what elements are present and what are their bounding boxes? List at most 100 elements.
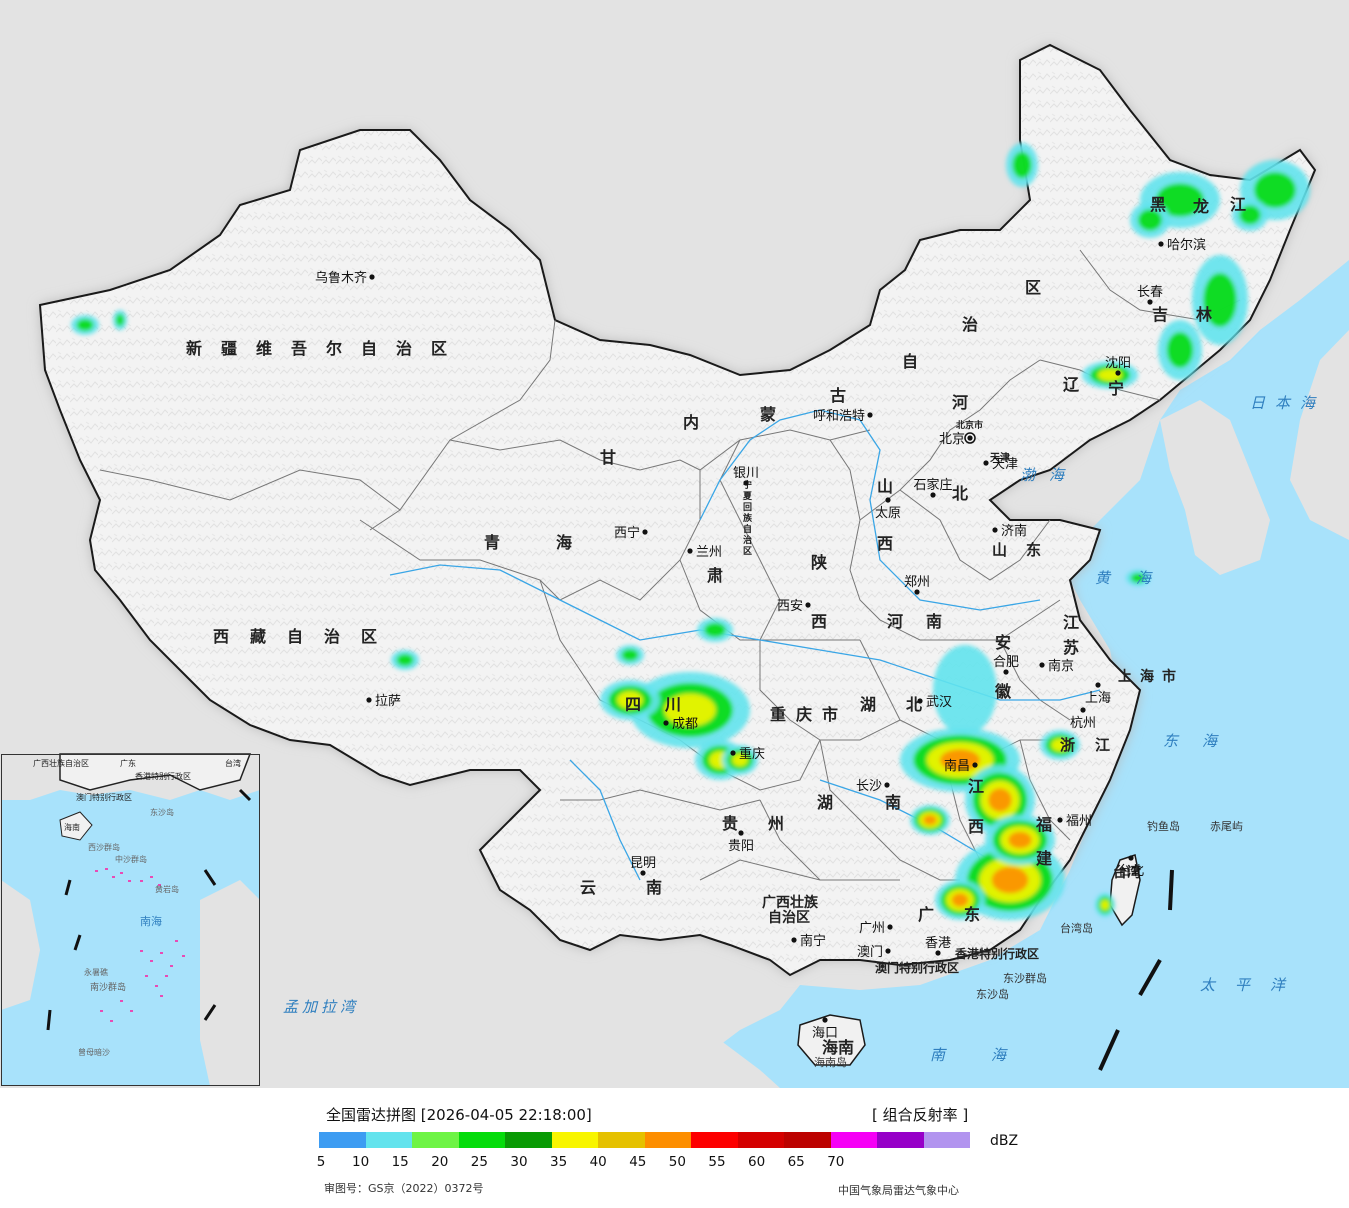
city-label-beijing: 北京: [939, 432, 965, 447]
island-label-chiwei: 赤尾屿: [1210, 820, 1243, 833]
inset-island: [110, 1020, 113, 1022]
city-dot-yinchuan: [743, 480, 749, 486]
province-label-anhui-2: 徽: [994, 682, 1012, 701]
city-dot-macau: [885, 948, 891, 954]
inset-island: [112, 876, 115, 878]
sea-label-pacific: 太平洋: [1200, 976, 1305, 994]
legend-tick-label: 25: [470, 1154, 488, 1170]
inset-island: [175, 940, 178, 942]
province-label-shaanxi-2: 西: [811, 612, 827, 631]
inset-label-yongshu: 永暑礁: [84, 967, 108, 977]
city-label-yinchuan: 银川: [733, 466, 759, 481]
inset-label-macau: 澳门特别行政区: [76, 792, 132, 802]
province-label-liaoning-2: 宁: [1108, 379, 1124, 398]
radar-echo-xinjiang-west: [76, 319, 94, 331]
inset-island: [170, 965, 173, 967]
legend-tick-label: 55: [708, 1154, 726, 1170]
radar-echo-layer: [71, 143, 1310, 920]
province-label-heilongjiang-3: 江: [1230, 195, 1246, 214]
city-label-haikou: 海口: [812, 1026, 838, 1041]
province-label-anhui-1: 安: [995, 633, 1011, 652]
radar-echo-yellow-sea: [1130, 573, 1146, 583]
city-label-nanning: 南宁: [800, 933, 826, 949]
inset-island: [130, 1010, 133, 1012]
province-label-guangxi-1: 广西壮族: [762, 894, 819, 911]
radar-echo-xinjiang-west: [115, 314, 125, 326]
city-dot-kunming: [640, 870, 646, 876]
sea-label-japan-sea: 日本海: [1250, 394, 1325, 412]
inset-boundary-dash: [64, 879, 72, 896]
province-label-hongkong: 香港特别行政区: [954, 946, 1039, 961]
inset-island: [160, 952, 163, 954]
radar-echo-heilongjiang-west: [1012, 151, 1032, 179]
province-label-shanghai: 上海市: [1118, 668, 1184, 685]
city-dot-zhengzhou: [914, 589, 920, 595]
city-label-taipei: 台北: [1118, 864, 1144, 879]
city-dot-changchun: [1147, 299, 1153, 305]
province-label-neimenggu-4: 自: [902, 352, 918, 371]
city-label-shanghai: 上海: [1085, 691, 1111, 706]
sea-label-bohai: 渤海: [1020, 466, 1078, 484]
province-label-fujian-1: 福: [1035, 815, 1052, 834]
inset-island: [165, 975, 168, 977]
city-label-shijiazhuang: 石家庄: [913, 477, 952, 493]
city-dot-lanzhou: [687, 548, 693, 554]
island-label-hainan-island: 海南岛: [814, 1055, 847, 1069]
inset-island: [155, 985, 158, 987]
inset-island: [120, 872, 123, 874]
province-label-jiangxi-1: 江: [968, 777, 984, 796]
radar-echo-xizang-east: [396, 654, 414, 666]
color-swatch: [877, 1132, 924, 1148]
radar-echo-heilongjiang-central: [1138, 209, 1162, 231]
city-label-changchun: 长春: [1137, 285, 1163, 300]
radar-echo-gansu-south: [621, 649, 639, 661]
inset-label-hongkong: 香港特别行政区: [135, 771, 191, 781]
sea-label-yellow-sea: 黄海: [1095, 569, 1177, 587]
island-label-dongsha-qundao: 东沙群岛: [1003, 971, 1047, 985]
city-dot-nanjing: [1039, 662, 1045, 668]
color-swatch: [458, 1132, 505, 1148]
sea-label-east-china-sea: 东海: [1163, 732, 1241, 750]
radar-echo-fujian-guangdong: [951, 893, 969, 907]
province-label-hainan: 海南: [822, 1038, 854, 1057]
inset-island: [150, 960, 153, 962]
inset-label-nansha: 南沙群岛: [90, 981, 126, 993]
color-swatch: [412, 1132, 459, 1148]
inset-label-guangdong: 广东: [120, 758, 136, 768]
legend-tick-label: 50: [668, 1154, 686, 1170]
city-label-harbin: 哈尔滨: [1167, 237, 1206, 253]
city-label-macau: 澳门: [857, 944, 883, 960]
city-label-nanchang: 南昌: [944, 758, 970, 774]
radar-echo-fujian-guangdong: [1008, 831, 1032, 849]
city-label-taiyuan: 太原: [875, 506, 901, 521]
island-label-taiwan-island: 台湾岛: [1060, 921, 1093, 935]
city-dot-taiyuan: [885, 497, 891, 503]
inset-label-nanhai: 南海: [140, 914, 162, 928]
province-label-heilongjiang-1: 黑: [1150, 195, 1166, 214]
province-label-ningxia: 回: [743, 502, 752, 513]
province-label-hebei-2: 北: [952, 484, 968, 503]
city-label-kunming: 昆明: [630, 856, 656, 871]
inset-island: [158, 884, 161, 886]
city-dot-tianjin: [983, 460, 989, 466]
taiwan-island: [1109, 854, 1141, 927]
inset-island: [150, 876, 153, 878]
province-label-zhejiang: 浙江: [1060, 736, 1130, 754]
inset-island: [128, 880, 131, 882]
radar-echo-jilin-east: [1166, 332, 1194, 368]
city-label-xian: 西安: [777, 599, 803, 614]
province-label-jilin-2: 林: [1196, 305, 1212, 324]
data-credit: 中国气象局雷达气象中心: [838, 1184, 959, 1197]
radar-echo-heilongjiang-east: [1254, 172, 1296, 208]
radar-echo-jiangxi-hunan: [923, 815, 937, 825]
inset-boundary-dash: [203, 869, 217, 886]
maritime-boundary: [1098, 869, 1174, 1071]
city-label-xining: 西宁: [614, 525, 640, 541]
inset-label-huangyan: 黄岩岛: [155, 884, 179, 894]
legend-tick-label: 35: [550, 1154, 568, 1170]
radar-echo-chongqing: [732, 753, 748, 767]
inset-label-hainan: 海南: [64, 822, 80, 832]
city-dot-jinan: [992, 527, 998, 533]
city-dot-guiyang: [738, 830, 744, 836]
city-dot-shanghai: [1095, 682, 1101, 688]
